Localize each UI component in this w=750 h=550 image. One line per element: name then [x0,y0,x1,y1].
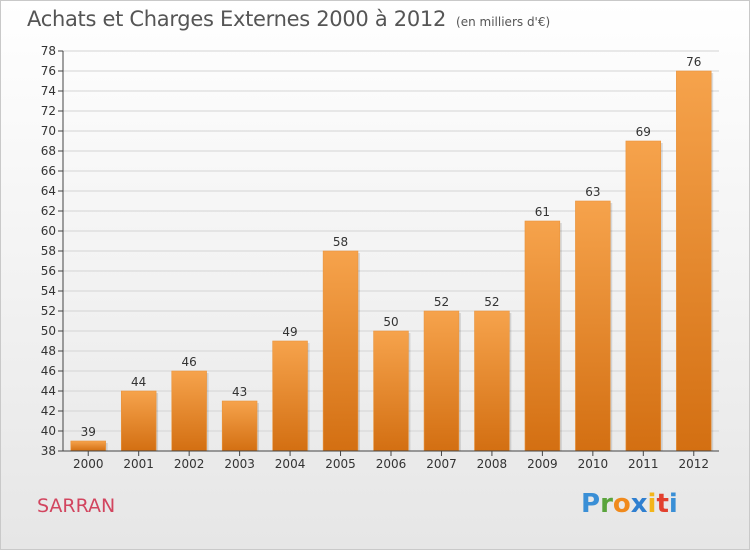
y-tick-label: 64 [41,184,56,198]
bar-value-label: 58 [333,235,348,249]
x-tick-label: 2011 [628,457,659,471]
x-tick-label: 2004 [275,457,306,471]
y-tick-label: 76 [41,64,56,78]
bar-value-label: 52 [484,295,499,309]
x-tick-label: 2007 [426,457,457,471]
bar-value-label: 76 [686,55,701,69]
place-name: SARRAN [37,495,116,517]
bar-value-label: 43 [232,385,247,399]
bar-value-label: 61 [535,205,550,219]
y-tick-label: 62 [41,204,56,218]
bar-2004 [272,340,308,452]
y-tick-label: 56 [41,264,56,278]
x-tick-label: 2012 [678,457,709,471]
x-tick-label: 2006 [376,457,407,471]
y-tick-label: 40 [41,424,56,438]
bar-value-label: 39 [81,425,96,439]
y-tick-label: 78 [41,44,56,58]
y-tick-label: 68 [41,144,56,158]
bar-value-label: 52 [434,295,449,309]
logo-letter: o [612,489,631,519]
bar-2005 [322,250,359,452]
logo-letter: P [581,489,601,519]
bars: 39 44 46 43 49 58 50 52 52 61 63 69 76 [70,55,714,452]
bar-2006 [373,330,409,452]
y-tick-label: 42 [41,404,56,418]
x-tick-label: 2010 [578,457,609,471]
bar-2007 [423,310,460,452]
chart-title: Achats et Charges Externes 2000 à 2012 (e… [27,7,550,31]
bar-value-label: 69 [636,125,651,139]
proxiti-logo: Proxiti [581,489,678,519]
y-tick-label: 70 [41,124,56,138]
bar-2003 [221,400,258,452]
axes: 38 40 42 44 46 48 50 52 54 56 58 60 62 64 66 68 70 72 74 76… [41,44,719,471]
x-tick-label: 2005 [325,457,356,471]
x-tick-label: 2008 [477,457,508,471]
y-tick-label: 50 [41,324,56,338]
logo-letter: t [656,489,669,519]
bar-2011 [625,140,662,452]
y-tick-label: 46 [41,364,56,378]
y-tick-label: 72 [41,104,56,118]
x-tick-label: 2001 [123,457,154,471]
bar-2001 [120,390,157,452]
chart-unit: (en milliers d'€) [456,15,551,29]
logo-letter: r [600,489,613,519]
bar-value-label: 44 [131,375,146,389]
chart-title-text: Achats et Charges Externes 2000 à 2012 [27,7,447,31]
logo-letter: x [630,489,648,519]
bar-value-label: 46 [182,355,197,369]
bar-value-label: 50 [383,315,398,329]
bar-2008 [474,310,510,452]
x-tick-label: 2003 [224,457,255,471]
y-tick-label: 38 [41,444,56,458]
bar-2012 [676,70,712,452]
x-tick-label: 2000 [73,457,104,471]
bar-2002 [171,370,207,452]
bar-value-label: 49 [282,325,297,339]
y-tick-label: 44 [41,384,56,398]
x-tick-label: 2009 [527,457,558,471]
logo-letter: i [647,489,657,519]
y-tick-label: 66 [41,164,56,178]
logo-letter: i [668,489,678,519]
y-tick-label: 60 [41,224,56,238]
y-tick-label: 48 [41,344,56,358]
bar-2009 [524,220,561,452]
y-tick-label: 58 [41,244,56,258]
y-tick-label: 74 [41,84,56,98]
bar-value-label: 63 [585,185,600,199]
y-tick-label: 54 [41,284,56,298]
x-tick-label: 2002 [174,457,205,471]
bar-2000 [70,440,106,452]
bar-2010 [575,200,611,452]
y-tick-label: 52 [41,304,56,318]
